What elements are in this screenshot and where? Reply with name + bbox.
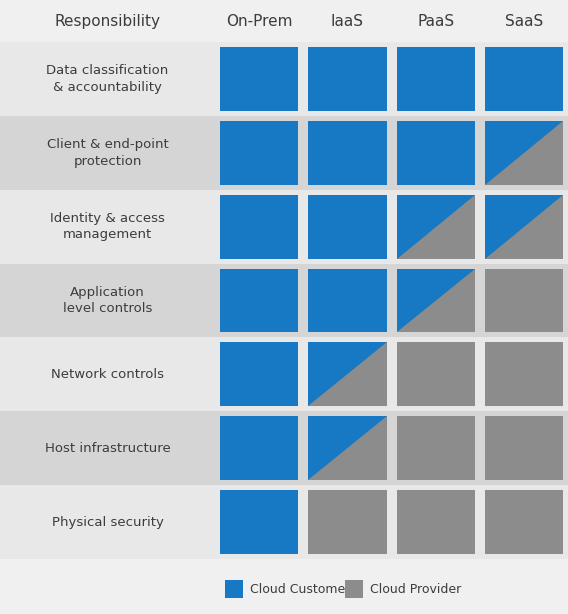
Bar xyxy=(308,416,386,480)
Text: Network controls: Network controls xyxy=(51,368,164,381)
Bar xyxy=(220,490,298,554)
Bar xyxy=(0,263,568,338)
Text: Responsibility: Responsibility xyxy=(55,14,161,28)
Bar xyxy=(396,268,475,332)
Text: SaaS: SaaS xyxy=(505,14,543,28)
Polygon shape xyxy=(485,121,563,185)
Bar xyxy=(485,195,563,258)
Bar xyxy=(485,121,563,185)
Bar xyxy=(220,47,298,111)
Bar xyxy=(485,343,563,406)
Bar xyxy=(220,416,298,480)
Bar xyxy=(396,490,475,554)
Polygon shape xyxy=(396,268,475,332)
Bar xyxy=(345,580,363,598)
Bar xyxy=(396,121,475,185)
Text: Identity & access
management: Identity & access management xyxy=(50,212,165,241)
Text: Cloud Provider: Cloud Provider xyxy=(370,583,461,596)
Text: IaaS: IaaS xyxy=(331,14,364,28)
Text: Physical security: Physical security xyxy=(52,516,164,529)
Text: Cloud Customer: Cloud Customer xyxy=(250,583,350,596)
Bar xyxy=(0,338,568,411)
Bar xyxy=(220,268,298,332)
Polygon shape xyxy=(485,195,563,258)
Bar xyxy=(0,485,568,559)
Text: Application
level controls: Application level controls xyxy=(63,286,152,315)
Bar xyxy=(0,116,568,190)
Bar xyxy=(485,268,563,332)
Bar xyxy=(396,195,475,258)
Bar xyxy=(220,195,298,258)
Bar xyxy=(0,411,568,485)
Text: On-Prem: On-Prem xyxy=(226,14,293,28)
Polygon shape xyxy=(308,416,386,480)
Bar xyxy=(225,580,243,598)
Bar xyxy=(308,268,386,332)
Bar xyxy=(396,343,475,406)
Bar xyxy=(220,343,298,406)
Bar xyxy=(308,121,386,185)
Polygon shape xyxy=(396,195,475,258)
Bar xyxy=(308,47,386,111)
Bar xyxy=(308,343,386,406)
Bar xyxy=(308,490,386,554)
Bar xyxy=(396,416,475,480)
Bar xyxy=(485,416,563,480)
Bar xyxy=(308,195,386,258)
Bar xyxy=(220,121,298,185)
Bar xyxy=(485,47,563,111)
Text: Host infrastructure: Host infrastructure xyxy=(45,441,170,455)
Bar xyxy=(485,490,563,554)
Text: Client & end-point
protection: Client & end-point protection xyxy=(47,138,168,168)
Bar xyxy=(0,42,568,116)
Bar xyxy=(396,47,475,111)
Text: PaaS: PaaS xyxy=(417,14,454,28)
Text: Data classification
& accountability: Data classification & accountability xyxy=(47,64,169,94)
Polygon shape xyxy=(308,343,386,406)
Bar xyxy=(0,190,568,263)
